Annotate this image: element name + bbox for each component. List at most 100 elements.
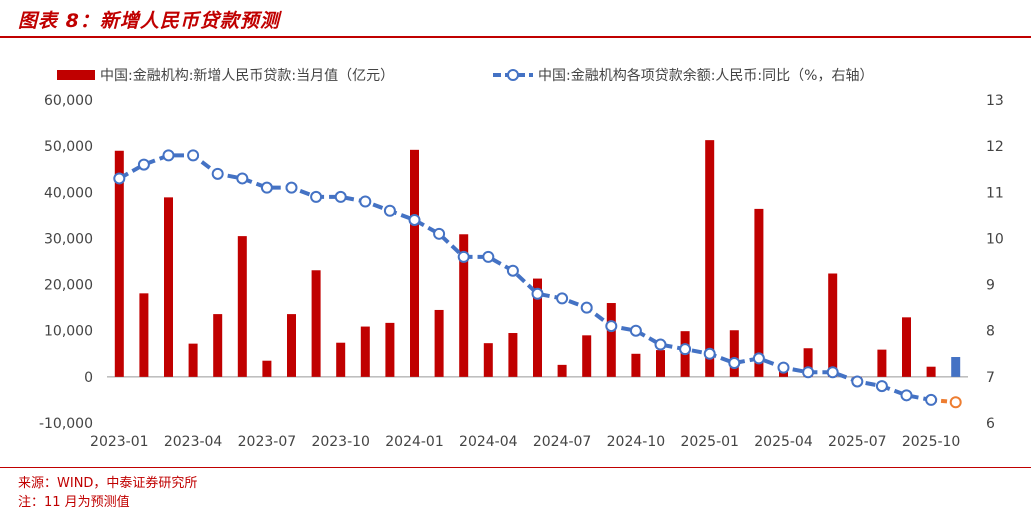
line-point [851, 375, 864, 388]
legend-line-marker [507, 69, 519, 81]
line-point [310, 190, 323, 203]
line-point [802, 366, 815, 379]
line-point [482, 250, 495, 263]
bar [483, 343, 493, 377]
y-left-tick-label: -10,000 [39, 416, 93, 432]
x-tick-label: 2024-07 [533, 434, 592, 450]
line-point [162, 149, 175, 162]
y-left-tick-label: 50,000 [44, 139, 93, 155]
line-point [383, 204, 396, 217]
bar [877, 349, 887, 377]
y-left-tick-label: 0 [84, 370, 93, 386]
bar-forecast [951, 357, 961, 377]
x-tick-label: 2025-01 [680, 434, 739, 450]
line-point [728, 357, 741, 370]
bar [533, 278, 542, 377]
x-tick-label: 2025-07 [828, 434, 887, 450]
right-axis: 6 7 8 9 10 11 12 13 [986, 93, 1004, 432]
bar [434, 309, 444, 377]
bar [237, 236, 247, 377]
line-point [605, 320, 618, 333]
left-axis: -10,000 0 10,000 20,000 30,000 40,000 50,000 60… [39, 93, 93, 432]
line-point [703, 347, 716, 360]
bar [729, 330, 739, 377]
bar [557, 364, 567, 377]
line-point [457, 250, 470, 263]
bar [926, 366, 936, 377]
bar-series [114, 140, 961, 380]
line-path [118, 153, 932, 402]
y-right-tick-label: 7 [986, 370, 995, 386]
bar [336, 342, 346, 377]
bar [385, 322, 395, 377]
bar [139, 293, 149, 377]
line-point [433, 227, 446, 240]
bar [705, 140, 715, 377]
x-tick-label: 2023-10 [311, 434, 370, 450]
y-right-tick-label: 6 [986, 416, 995, 432]
bar [803, 348, 813, 377]
line-point [777, 361, 790, 374]
line-point [752, 352, 765, 365]
line-series [113, 149, 962, 409]
source-note: 来源：WIND，中泰证券研究所 [18, 476, 198, 491]
bar [287, 314, 296, 377]
x-tick-label: 2023-04 [164, 434, 223, 450]
y-right-tick-label: 11 [986, 185, 1004, 201]
line-point [260, 181, 273, 194]
line-point [679, 343, 692, 356]
line-point [359, 195, 372, 208]
footer-divider [0, 467, 1031, 468]
y-left-tick-label: 20,000 [44, 278, 93, 294]
line-point [826, 366, 839, 379]
x-tick-label: 2024-01 [385, 434, 444, 450]
bar [656, 350, 665, 377]
bar [902, 317, 911, 377]
y-left-tick-label: 30,000 [44, 231, 93, 247]
bar [582, 335, 592, 377]
line-point [113, 172, 126, 185]
y-right-tick-label: 12 [986, 139, 1004, 155]
bar [262, 360, 272, 377]
x-tick-label: 2023-01 [90, 434, 149, 450]
line-point [629, 324, 642, 337]
bar [606, 303, 616, 377]
bar [631, 353, 641, 377]
bar [360, 326, 370, 377]
x-tick-label: 2025-10 [902, 434, 961, 450]
line-point [875, 380, 888, 393]
bar [164, 197, 173, 377]
y-left-tick-label: 40,000 [44, 185, 93, 201]
bar [754, 208, 764, 377]
y-left-tick-label: 60,000 [44, 93, 93, 109]
line-point [925, 393, 938, 406]
line-point [580, 301, 593, 314]
bar [459, 234, 469, 377]
bar [311, 270, 321, 377]
legend: 中国:金融机构:新增人民币贷款:当月值（亿元） 中国:金融机构各项贷款余额:人民… [57, 67, 873, 84]
line-point [187, 149, 200, 162]
line-point-forecast [949, 396, 962, 409]
y-right-tick-label: 10 [986, 231, 1004, 247]
bar [828, 273, 838, 377]
bar [508, 333, 518, 377]
y-left-tick-label: 10,000 [44, 324, 93, 340]
x-axis: 2023-01 2023-04 2023-07 2023-10 2024-01 2024-… [90, 376, 968, 450]
bar [188, 343, 198, 377]
bar [213, 314, 223, 377]
x-tick-label: 2024-04 [459, 434, 518, 450]
line-point [900, 389, 913, 402]
line-point [556, 292, 569, 305]
line-point [285, 181, 298, 194]
legend-bar-label: 中国:金融机构:新增人民币贷款:当月值（亿元） [100, 68, 394, 84]
y-right-tick-label: 8 [986, 324, 995, 340]
forecast-note: 注：11 月为预测值 [18, 495, 130, 510]
line-point [654, 338, 667, 351]
y-right-tick-label: 9 [986, 278, 995, 294]
bar [410, 149, 419, 377]
legend-line-label: 中国:金融机构各项贷款余额:人民币:同比（%，右轴） [538, 67, 873, 84]
line-point [506, 264, 519, 277]
line-point [334, 190, 347, 203]
x-tick-label: 2024-10 [607, 434, 666, 450]
title-divider [0, 36, 1031, 38]
